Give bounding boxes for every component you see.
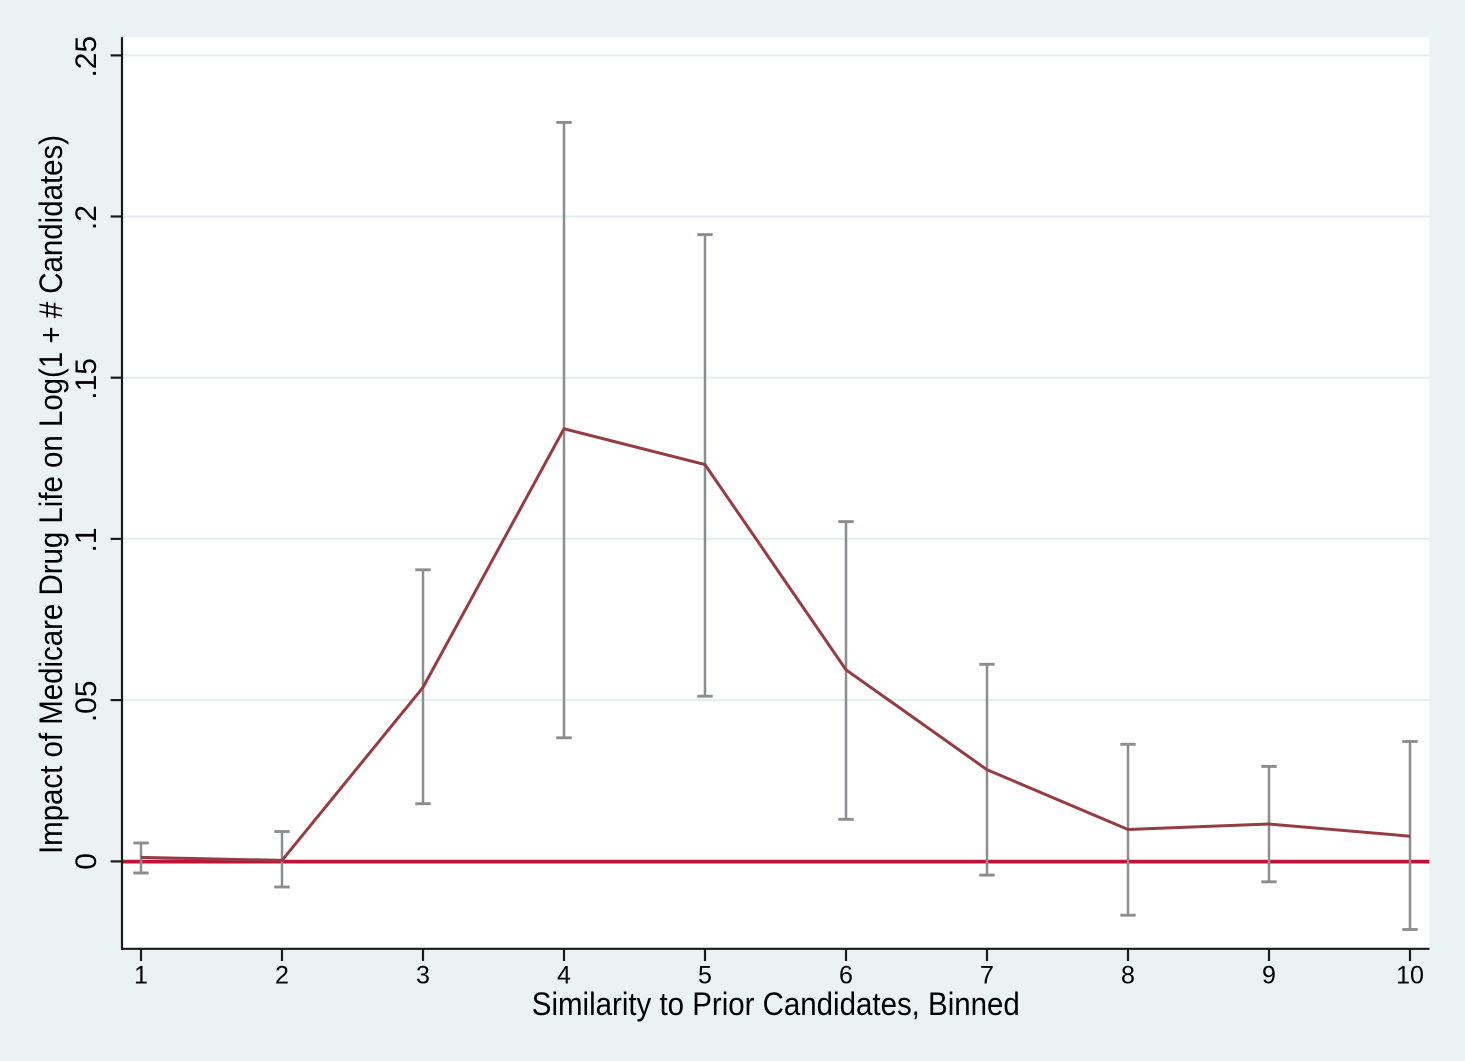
svg-text:1: 1 (134, 962, 148, 990)
svg-text:6: 6 (839, 962, 853, 990)
svg-text:.25: .25 (70, 36, 103, 78)
svg-text:0: 0 (70, 853, 103, 870)
svg-text:.15: .15 (70, 358, 103, 400)
svg-text:.1: .1 (70, 527, 103, 552)
svg-text:3: 3 (416, 962, 430, 990)
svg-text:.05: .05 (70, 680, 103, 722)
svg-text:.2: .2 (70, 205, 103, 230)
svg-text:8: 8 (1121, 962, 1135, 990)
svg-text:10: 10 (1396, 962, 1424, 990)
svg-text:5: 5 (698, 962, 712, 990)
svg-text:4: 4 (557, 962, 571, 990)
svg-text:Similarity to Prior Candidates: Similarity to Prior Candidates, Binned (532, 986, 1020, 1022)
svg-text:2: 2 (275, 962, 289, 990)
svg-text:Impact of Medicare Drug Life o: Impact of Medicare Drug Life on Log(1 + … (33, 135, 69, 854)
svg-text:7: 7 (980, 962, 994, 990)
svg-text:9: 9 (1262, 962, 1276, 990)
